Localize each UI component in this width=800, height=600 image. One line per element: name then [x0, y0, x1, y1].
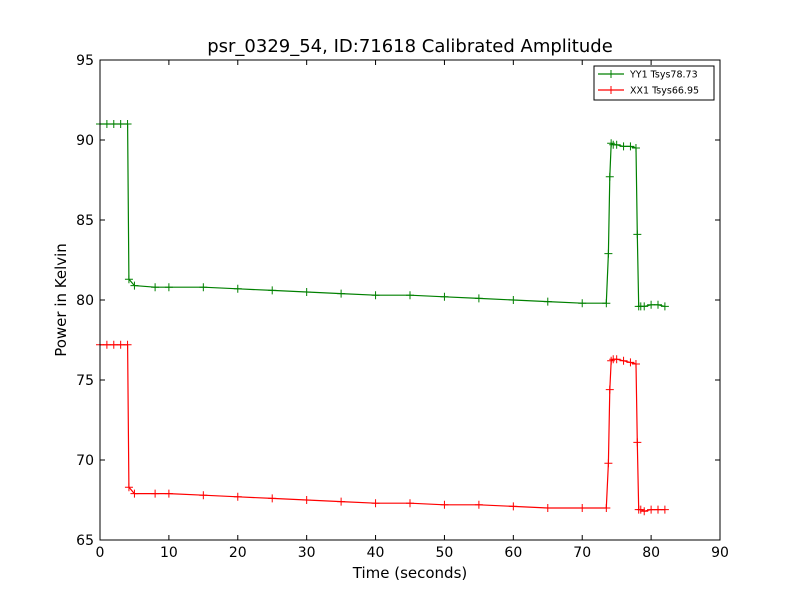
data-point [578, 299, 587, 308]
x-tick-label: 0 [96, 545, 105, 561]
data-point [123, 120, 132, 128]
data-point [605, 172, 614, 181]
series-layer [96, 120, 669, 516]
y-tick-label: 75 [76, 373, 94, 389]
x-axis: 0 10 20 30 40 50 60 70 80 90 [96, 60, 729, 561]
y-tick-label: 70 [76, 453, 94, 469]
data-point [337, 497, 346, 506]
x-tick-label: 20 [229, 545, 247, 561]
data-point [124, 275, 133, 284]
data-point [151, 283, 160, 292]
data-point [102, 120, 111, 128]
data-point [151, 489, 160, 498]
chart-title: psr_0329_54, ID:71618 Calibrated Amplitu… [207, 36, 613, 57]
x-tick-label: 50 [436, 545, 454, 561]
data-point [440, 500, 449, 509]
data-point [607, 139, 616, 148]
data-point [602, 504, 611, 512]
y-tick-label: 80 [76, 293, 94, 309]
data-point [640, 507, 649, 516]
data-point [371, 291, 380, 300]
plot-area [96, 59, 721, 541]
x-tick-label: 80 [642, 545, 660, 561]
data-point [633, 230, 642, 239]
legend-label: XX1 Tsys66.95 [630, 86, 699, 97]
data-point [654, 300, 662, 309]
data-point [543, 297, 552, 306]
y-axis: 65 70 75 80 85 90 95 [76, 53, 720, 549]
data-point [268, 494, 277, 503]
data-point [509, 296, 518, 304]
data-point [607, 356, 616, 365]
data-point [123, 340, 132, 349]
data-point [116, 120, 125, 128]
data-point [302, 288, 311, 296]
x-tick-label: 10 [160, 545, 178, 561]
x-tick-label: 70 [573, 545, 591, 561]
x-tick-label: 30 [298, 545, 316, 561]
data-point [199, 491, 208, 500]
data-point [660, 505, 669, 514]
data-point [631, 360, 640, 368]
legend-marker [607, 86, 615, 94]
x-tick-label: 60 [504, 545, 522, 561]
legend-marker [607, 70, 615, 78]
data-point [199, 283, 208, 292]
data-point [612, 140, 621, 149]
legend-label: YY1 Tsys78.73 [629, 70, 698, 81]
y-axis-label: Power in Kelvin [52, 243, 70, 357]
x-tick-label: 40 [367, 545, 385, 561]
legend: YY1 Tsys78.73 XX1 Tsys66.95 [593, 65, 715, 101]
data-point [268, 286, 277, 295]
y-tick-label: 65 [76, 533, 94, 549]
data-point [619, 356, 628, 365]
y-tick-label: 85 [76, 213, 94, 229]
y-tick-label: 90 [76, 133, 94, 149]
data-point [406, 499, 414, 508]
data-point [164, 283, 173, 292]
data-point [619, 142, 628, 151]
data-point [647, 300, 656, 309]
data-point [102, 340, 111, 349]
data-point [631, 144, 640, 152]
legend-box [593, 65, 715, 101]
data-point [109, 340, 118, 349]
data-point [647, 505, 656, 514]
data-point [602, 299, 611, 308]
data-point [605, 385, 614, 394]
y-tick-label: 95 [76, 53, 94, 69]
data-point [233, 284, 242, 293]
x-axis-label: Time (seconds) [352, 564, 468, 582]
data-point [612, 355, 621, 364]
data-point [130, 489, 139, 498]
data-point [164, 489, 173, 498]
data-point [626, 358, 635, 367]
data-point [660, 302, 669, 311]
plot-background [100, 60, 720, 540]
data-point [633, 438, 642, 447]
data-point [604, 249, 613, 258]
data-point [543, 504, 552, 512]
data-point [474, 294, 483, 303]
data-point [116, 340, 125, 349]
data-point [233, 492, 242, 501]
data-point [509, 502, 518, 511]
x-tick-label: 90 [711, 545, 729, 561]
data-point [130, 281, 139, 290]
data-point [109, 120, 118, 128]
data-point [474, 500, 483, 509]
data-point [636, 505, 645, 514]
data-point [371, 499, 380, 508]
data-point [604, 459, 613, 468]
data-point [440, 292, 449, 301]
data-point [654, 505, 662, 514]
data-point [406, 291, 414, 300]
data-point [124, 483, 133, 492]
data-point [578, 504, 587, 512]
data-point [626, 142, 635, 151]
data-point [302, 496, 311, 504]
data-point [337, 289, 346, 298]
data-point [640, 302, 649, 311]
